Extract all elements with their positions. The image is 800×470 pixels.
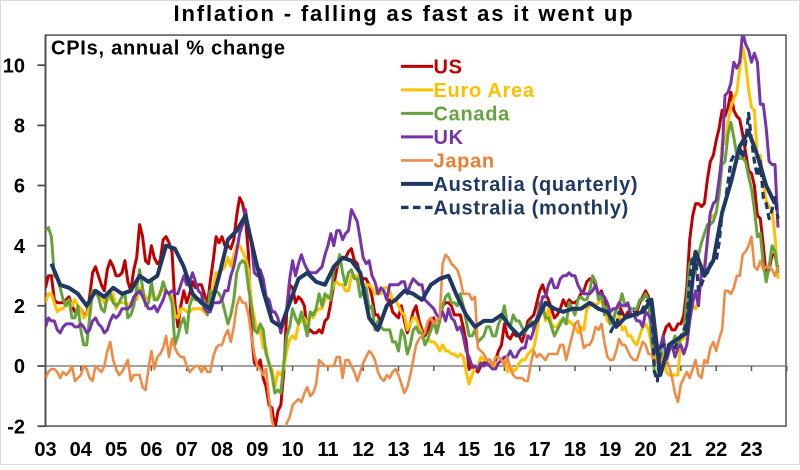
svg-text:16: 16: [493, 439, 515, 461]
svg-text:US: US: [434, 57, 463, 79]
svg-text:17: 17: [529, 439, 551, 461]
svg-text:07: 07: [176, 439, 198, 461]
svg-text:13: 13: [387, 439, 409, 461]
svg-text:22: 22: [705, 439, 727, 461]
svg-text:Australia (monthly): Australia (monthly): [434, 198, 630, 220]
svg-text:Canada: Canada: [434, 104, 511, 126]
svg-text:06: 06: [140, 439, 162, 461]
svg-text:Inflation - falling as fast as: Inflation - falling as fast as it went u…: [174, 1, 635, 26]
svg-text:12: 12: [352, 439, 374, 461]
svg-text:4: 4: [14, 236, 26, 258]
svg-text:10: 10: [3, 55, 25, 77]
svg-text:UK: UK: [434, 127, 464, 149]
svg-text:20: 20: [634, 439, 656, 461]
svg-text:08: 08: [211, 439, 233, 461]
svg-text:21: 21: [670, 439, 692, 461]
svg-text:11: 11: [317, 439, 338, 461]
svg-text:04: 04: [70, 439, 93, 461]
svg-text:Japan: Japan: [434, 151, 495, 173]
svg-text:Australia (quarterly): Australia (quarterly): [434, 174, 639, 196]
svg-text:14: 14: [423, 439, 446, 461]
svg-text:15: 15: [458, 439, 480, 461]
svg-text:10: 10: [281, 439, 303, 461]
svg-text:8: 8: [14, 116, 25, 138]
svg-text:19: 19: [599, 439, 621, 461]
svg-text:-2: -2: [7, 416, 25, 438]
svg-text:Euro Area: Euro Area: [434, 80, 535, 102]
svg-text:2: 2: [14, 296, 25, 318]
svg-text:18: 18: [564, 439, 586, 461]
svg-text:0: 0: [14, 356, 25, 378]
svg-text:03: 03: [34, 439, 56, 461]
svg-text:05: 05: [105, 439, 127, 461]
svg-text:09: 09: [246, 439, 268, 461]
svg-text:CPIs, annual % change: CPIs, annual % change: [51, 38, 286, 60]
svg-text:23: 23: [740, 439, 762, 461]
svg-text:6: 6: [14, 176, 25, 198]
